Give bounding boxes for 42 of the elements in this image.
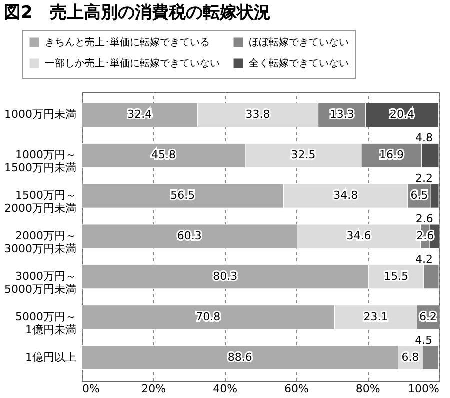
legend-label: ほぼ転嫁できていない: [249, 36, 349, 49]
data-label: 56.5: [170, 189, 196, 202]
chart-title: 図2 売上高別の消費税の転嫁状況: [4, 3, 271, 23]
data-label: 80.3: [213, 270, 238, 283]
data-label: 4.8: [416, 132, 433, 145]
data-label: 70.8: [196, 310, 221, 324]
legend-label: 一部しか売上･単価に転嫁できていない: [45, 58, 220, 70]
data-label: 34.6: [346, 230, 372, 242]
y-tick-label: 1000万円未満: [4, 108, 76, 122]
x-tick-label: 20%: [142, 382, 166, 396]
x-tick-label: 100%: [408, 382, 440, 396]
data-label: 15.5: [384, 270, 409, 283]
y-tick-label: 5000万円～1億円未満: [16, 310, 76, 336]
data-label: 32.5: [291, 148, 316, 162]
y-tick-label: 1000万円～1500万円未満: [4, 148, 76, 175]
y-tick-label: 2000万円～3000万円未満: [4, 230, 76, 256]
data-label: 6.8: [402, 350, 420, 364]
data-label: 2.2: [416, 172, 433, 186]
data-label: 45.8: [152, 148, 176, 162]
data-label: 6.5: [410, 189, 428, 202]
data-label: 34.8: [334, 189, 358, 202]
legend-label: 全く転嫁できていない: [249, 58, 349, 70]
data-label: 2.6: [416, 212, 434, 226]
data-label: 33.8: [246, 108, 270, 122]
x-tick-label: 0%: [82, 382, 100, 396]
data-label: 6.2: [420, 310, 438, 324]
data-label: 16.9: [379, 148, 404, 162]
y-tick-label: 1500万円～2000万円未満: [4, 189, 76, 216]
data-label: 4.5: [415, 334, 433, 347]
y-tick-label: 3000万円～5000万円未満: [4, 270, 76, 296]
data-label: 88.6: [228, 350, 252, 364]
data-label: 60.3: [177, 230, 202, 242]
legend-label: きちんと売上･単価に転嫁できている: [45, 36, 210, 49]
data-label: 13.3: [330, 108, 354, 122]
data-label: 4.2: [416, 252, 433, 266]
data-label: 23.1: [364, 310, 388, 324]
y-tick-label: 1億円以上: [26, 350, 76, 364]
x-tick-label: 60%: [284, 382, 309, 396]
x-tick-label: 80%: [356, 382, 380, 396]
data-label: 32.4: [128, 108, 152, 122]
data-label: 20.4: [390, 108, 414, 122]
x-tick-label: 40%: [213, 382, 238, 396]
